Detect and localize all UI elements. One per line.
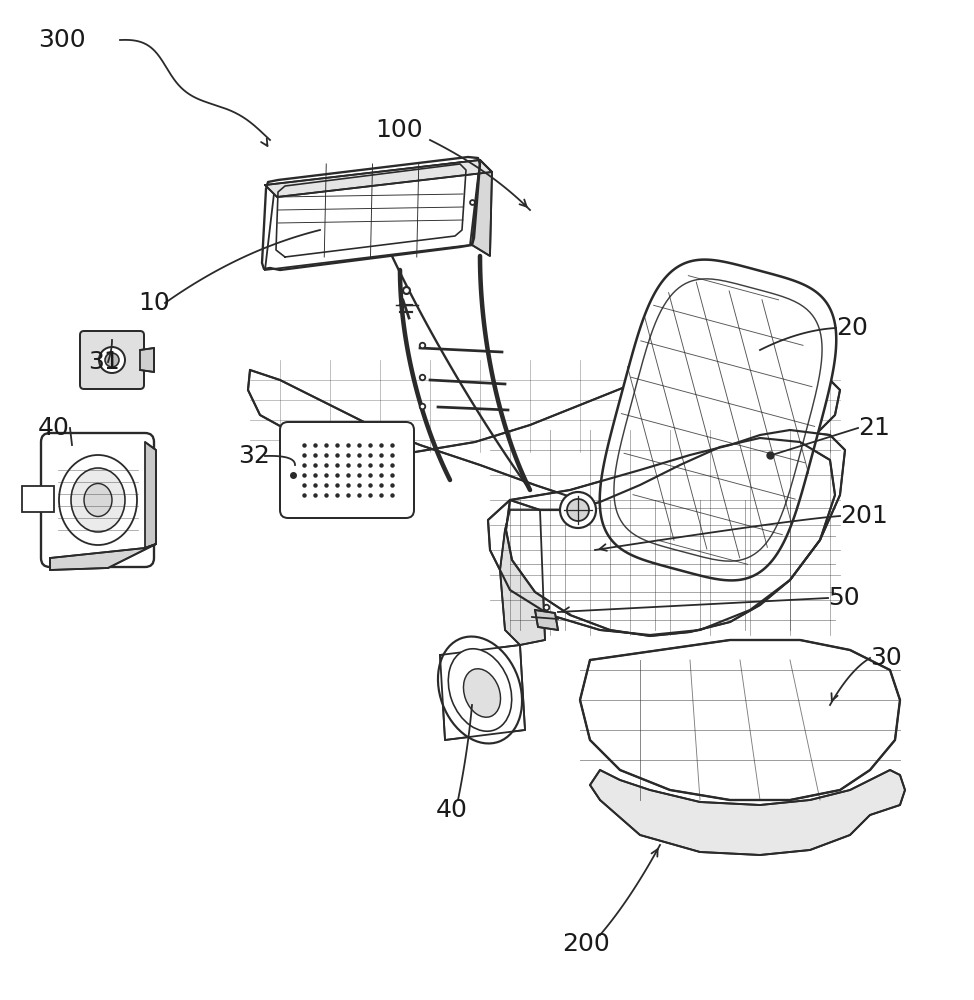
Ellipse shape xyxy=(84,484,112,516)
Text: 200: 200 xyxy=(562,932,610,956)
Polygon shape xyxy=(590,770,905,855)
Text: 40: 40 xyxy=(38,416,70,440)
Polygon shape xyxy=(265,160,480,270)
Polygon shape xyxy=(488,430,845,635)
Text: 50: 50 xyxy=(828,586,860,610)
Polygon shape xyxy=(50,544,156,570)
Ellipse shape xyxy=(464,669,501,717)
Polygon shape xyxy=(440,645,525,740)
Text: 31: 31 xyxy=(88,350,120,374)
Text: 300: 300 xyxy=(38,28,86,52)
Polygon shape xyxy=(600,260,837,580)
FancyBboxPatch shape xyxy=(80,331,144,389)
Polygon shape xyxy=(472,160,492,256)
Ellipse shape xyxy=(59,455,137,545)
Ellipse shape xyxy=(105,353,119,367)
FancyBboxPatch shape xyxy=(41,433,154,567)
Text: 21: 21 xyxy=(858,416,890,440)
Ellipse shape xyxy=(438,637,522,743)
FancyBboxPatch shape xyxy=(280,422,414,518)
Ellipse shape xyxy=(567,499,589,521)
Text: 10: 10 xyxy=(138,291,169,315)
Ellipse shape xyxy=(560,492,596,528)
Ellipse shape xyxy=(71,468,125,532)
Text: 201: 201 xyxy=(840,504,887,528)
Polygon shape xyxy=(535,610,558,630)
Polygon shape xyxy=(265,160,492,197)
Ellipse shape xyxy=(99,347,125,373)
Polygon shape xyxy=(500,510,545,645)
Bar xyxy=(22,486,54,512)
Text: 100: 100 xyxy=(375,118,423,142)
Polygon shape xyxy=(580,640,900,800)
Polygon shape xyxy=(506,438,835,636)
Text: 32: 32 xyxy=(238,444,270,468)
Polygon shape xyxy=(140,348,154,372)
Text: 20: 20 xyxy=(836,316,868,340)
Text: 40: 40 xyxy=(436,798,468,822)
Polygon shape xyxy=(145,442,156,548)
Ellipse shape xyxy=(448,649,511,731)
Text: 30: 30 xyxy=(870,646,902,670)
Polygon shape xyxy=(248,360,840,512)
